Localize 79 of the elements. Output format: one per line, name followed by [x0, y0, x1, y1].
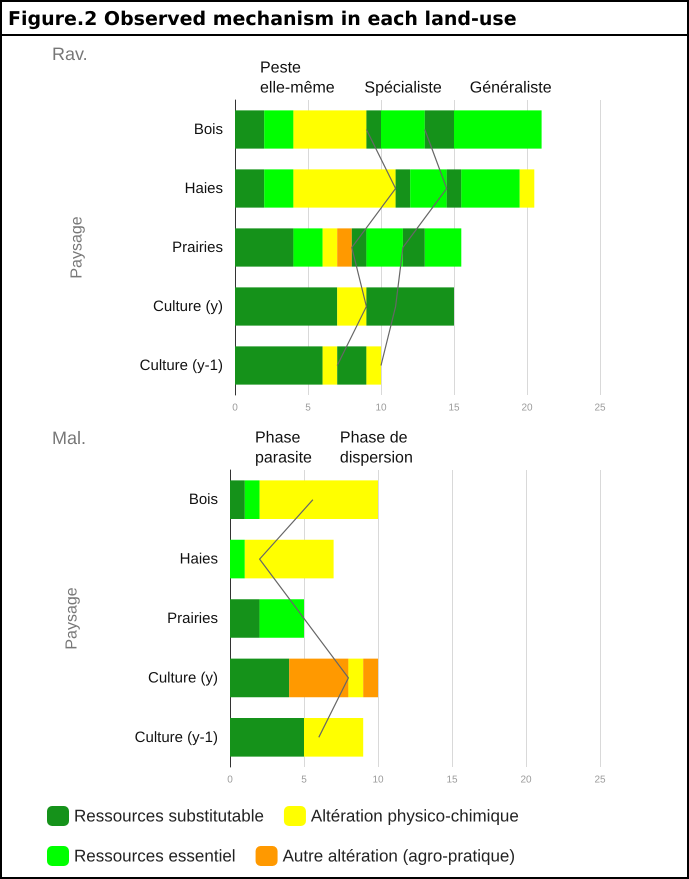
bar — [293, 110, 366, 149]
bar — [322, 346, 338, 385]
y-tick-label: Prairies — [167, 610, 218, 627]
bar — [293, 169, 396, 208]
bar — [461, 169, 520, 208]
bar — [264, 110, 294, 149]
x-tick-label: 0 — [227, 774, 234, 786]
bar — [230, 540, 245, 578]
text: Peste elle-même — [260, 60, 335, 96]
bar — [304, 718, 364, 757]
bar — [424, 228, 462, 267]
bar — [366, 287, 454, 326]
bar — [322, 228, 338, 267]
bar — [235, 169, 264, 208]
y-tick-label: Bois — [188, 491, 218, 508]
text: Rav. — [52, 44, 88, 64]
text: Phase de dispersion — [340, 430, 413, 466]
bar — [293, 228, 323, 267]
legend-label: Altération physico-chimique — [310, 806, 519, 826]
bar — [381, 110, 425, 149]
y-tick-label: Bois — [194, 121, 223, 138]
bar — [230, 718, 304, 757]
y-tick-label: Culture (y-1) — [134, 728, 218, 746]
legend-label: Autre altération (agro-pratique) — [282, 846, 516, 866]
x-tick-label: 15 — [446, 774, 458, 786]
bar — [337, 228, 352, 267]
x-tick-label: 10 — [372, 774, 384, 786]
bar — [230, 599, 260, 638]
text: Spécialiste — [364, 80, 442, 96]
bar — [352, 228, 366, 267]
bar — [244, 480, 260, 520]
chart-title: Figure.2 Observed mechanism in each land-use — [2, 2, 687, 36]
x-tick-label: 0 — [232, 402, 238, 414]
y-axis-title: Paysage — [68, 216, 86, 279]
x-tick-label: 20 — [520, 774, 532, 786]
y-tick-label: Haies — [180, 550, 218, 568]
bar — [260, 599, 304, 638]
y-tick-label: Culture (y-1) — [140, 357, 223, 374]
bar — [230, 658, 290, 698]
text: Mal. — [52, 428, 86, 448]
bar — [337, 287, 366, 326]
bar — [337, 346, 366, 385]
bar — [424, 110, 454, 149]
x-tick-label: 20 — [521, 402, 533, 414]
bar — [446, 169, 462, 208]
x-tick-label: 25 — [594, 402, 606, 414]
bar — [235, 346, 323, 385]
bar — [402, 228, 425, 267]
bar — [366, 228, 403, 267]
text: Phase parasite — [255, 430, 312, 466]
y-tick-label: Prairies — [172, 239, 223, 256]
bar — [289, 658, 348, 698]
bar — [454, 110, 542, 149]
x-tick-label: 5 — [305, 402, 312, 414]
x-tick-label: 25 — [594, 774, 606, 786]
y-axis-title: Paysage — [64, 587, 80, 650]
bar — [235, 287, 338, 326]
bar — [260, 480, 378, 520]
bar — [410, 169, 447, 208]
x-tick-label: 15 — [448, 402, 460, 414]
y-tick-label: Culture (y) — [152, 298, 223, 315]
bar — [348, 658, 364, 698]
bar — [235, 228, 294, 267]
bar — [264, 169, 294, 208]
bar — [244, 540, 334, 578]
bar — [363, 658, 378, 698]
legend-label: Ressources essentiel — [74, 846, 236, 866]
bar — [230, 480, 245, 520]
bar — [235, 110, 264, 149]
legend-label: Ressources substitutable — [74, 806, 264, 826]
y-tick-label: Culture (y) — [148, 669, 218, 686]
text: Généraliste — [470, 80, 552, 96]
bar — [396, 169, 410, 208]
bar — [520, 169, 534, 208]
x-tick-label: 5 — [301, 774, 308, 786]
y-tick-label: Haies — [184, 180, 223, 197]
x-tick-label: 10 — [375, 402, 387, 414]
bar — [366, 110, 381, 149]
bar — [366, 346, 381, 385]
